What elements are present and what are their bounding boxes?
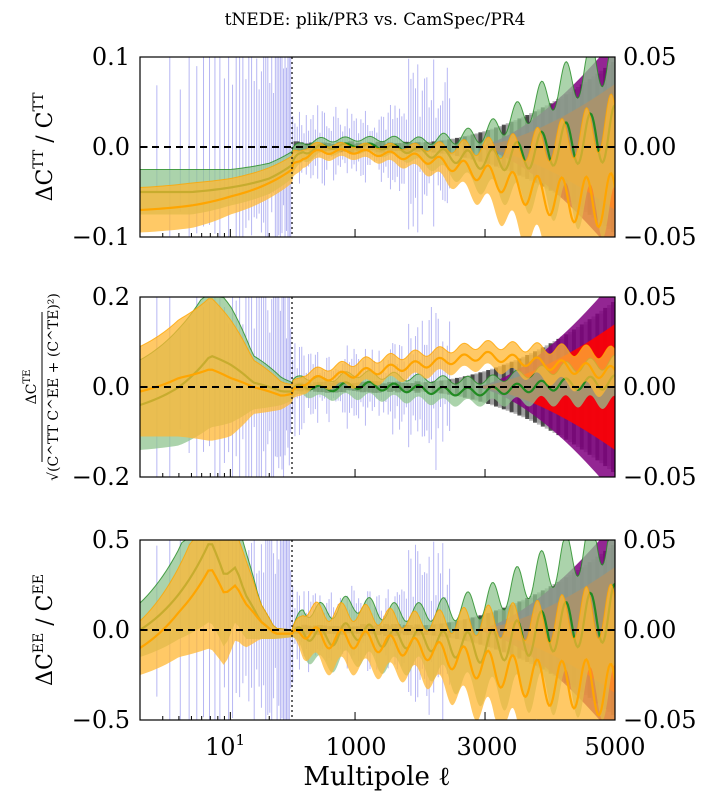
panel-tt-ytick-left-mid: 0.0 <box>92 133 130 161</box>
panel-ee-ylabel: ΔCEE / CEE <box>31 574 58 686</box>
xtick-label-1000: 1000 <box>325 733 386 761</box>
te-orange-mean-line <box>140 350 615 397</box>
panel-te-ylabel-denominator: √(C^TT C^EE + (C^TE)²) <box>46 293 62 481</box>
te-orange-band <box>140 298 615 441</box>
panel-ee-frame <box>139 539 616 721</box>
figure-title: tNEDE: plik/PR3 vs. CamSpec/PR4 <box>225 10 526 30</box>
panel-ee-ytick-right-mid: 0.00 <box>623 616 676 644</box>
panel-te-ylabel: ΔCTE √(C^TT C^EE + (C^TE)²) <box>22 293 62 481</box>
panel-te-ylabel-numerator: ΔCTE <box>22 370 40 405</box>
panel-te-ytick-right-mid: 0.00 <box>623 373 676 401</box>
panel-te: 0.2 0.0 −0.2 0.05 0.00 −0.05 ΔCTE √(C^TT… <box>22 283 697 491</box>
panel-tt-plot <box>139 56 616 238</box>
panel-ee-ytick-left-bottom: −0.5 <box>72 706 130 734</box>
tt-orange-mean-line <box>140 148 615 229</box>
panel-ee: 0.5 0.0 −0.5 0.05 0.00 −0.05 ΔCEE / CEE <box>31 526 697 734</box>
x-axis-label: Multipole ℓ <box>303 762 450 792</box>
panel-tt-ytick-right-top: 0.05 <box>623 43 676 71</box>
ee-green-band-edge <box>140 540 615 631</box>
panel-te-ytick-left-mid: 0.0 <box>92 373 130 401</box>
xtick-label-5000: 5000 <box>584 733 645 761</box>
panel-tt-ytick-right-mid: 0.00 <box>623 133 676 161</box>
panel-te-ytick-left-top: 0.2 <box>92 283 130 311</box>
panel-tt-ylabel: ΔCTT / CTT <box>31 92 58 202</box>
panel-ee-ytick-left-top: 0.5 <box>92 526 130 554</box>
panel-ee-ytick-right-bottom: −0.05 <box>623 706 697 734</box>
panel-ee-ytick-right-top: 0.05 <box>623 526 676 554</box>
tt-layer <box>140 57 615 237</box>
te-layer <box>140 297 615 477</box>
panel-te-ytick-right-top: 0.05 <box>623 283 676 311</box>
panel-tt-ytick-left-bottom: −0.1 <box>72 223 130 251</box>
ee-orange-mean-line <box>140 569 615 717</box>
panel-ee-plot <box>139 539 616 721</box>
te-orange-band-edge <box>140 298 615 386</box>
tt-orange-band <box>140 93 615 237</box>
panel-tt-ytick-left-top: 0.1 <box>92 43 130 71</box>
panel-te-ytick-left-bottom: −0.2 <box>72 463 130 491</box>
panel-tt: 0.1 0.0 −0.1 0.05 0.00 −0.05 ΔCTT / CTT <box>31 43 697 251</box>
panel-tt-ytick-right-bottom: −0.05 <box>623 223 697 251</box>
panel-ee-ytick-left-mid: 0.0 <box>92 616 130 644</box>
tt-orange-band-edge <box>140 93 615 188</box>
ee-layer <box>140 540 615 720</box>
tt-green-band-edge <box>140 57 615 170</box>
panel-te-ytick-right-bottom: −0.05 <box>623 463 697 491</box>
xtick-label-3000: 3000 <box>456 733 517 761</box>
panel-tt-frame <box>139 56 616 238</box>
panel-te-plot <box>139 296 616 478</box>
xtick-label-10: 101 <box>205 731 245 761</box>
panel-te-frame <box>139 296 616 478</box>
